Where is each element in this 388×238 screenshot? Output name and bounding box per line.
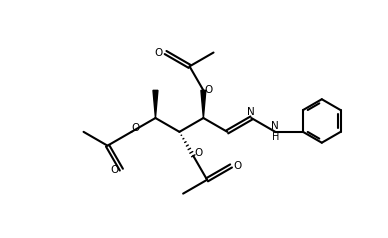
Polygon shape — [201, 90, 206, 118]
Polygon shape — [153, 90, 158, 118]
Text: N: N — [248, 107, 255, 117]
Text: O: O — [194, 148, 202, 158]
Text: O: O — [234, 161, 242, 171]
Text: H: H — [272, 132, 279, 142]
Text: O: O — [154, 48, 163, 58]
Text: N: N — [272, 121, 279, 131]
Text: O: O — [204, 85, 213, 95]
Text: O: O — [131, 123, 140, 133]
Text: O: O — [110, 165, 119, 175]
